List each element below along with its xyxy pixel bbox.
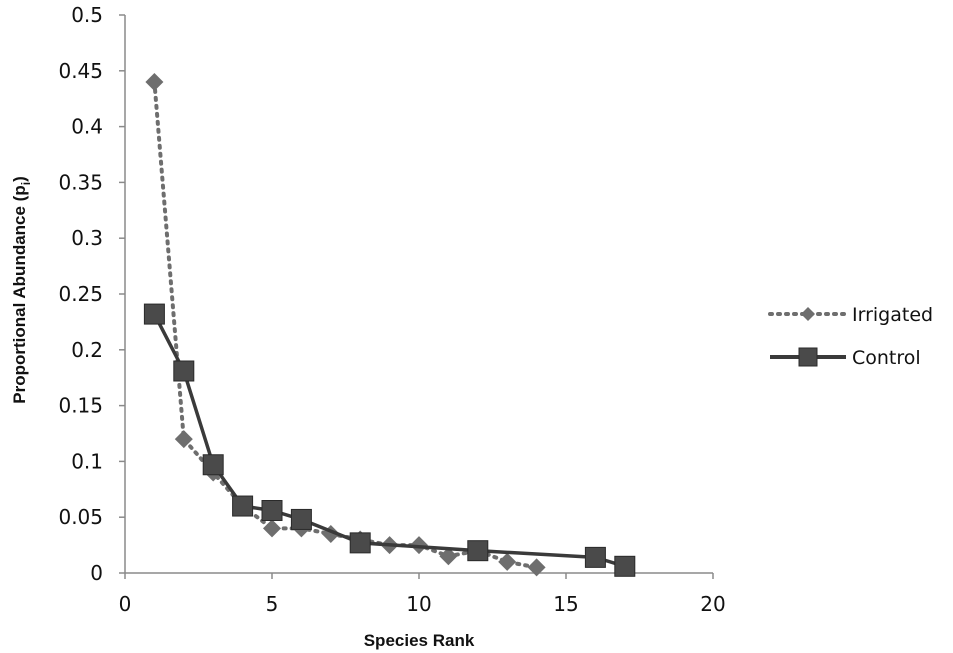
y-axis-title: Proportional Abundance (pi) [10, 176, 33, 404]
series-control-line [152, 313, 626, 568]
y-tick-label: 0.35 [58, 170, 103, 194]
control-point [584, 546, 606, 568]
legend: Irrigated Control [768, 304, 933, 369]
legend-control-label: Control [852, 347, 921, 369]
x-ticks: 0 5 10 15 20 [119, 573, 726, 616]
control-point [614, 555, 636, 577]
irrigated-point [439, 547, 458, 566]
irrigated-point [174, 430, 193, 449]
series-control [143, 303, 636, 577]
series-irrigated [145, 72, 546, 577]
x-axis-title: Species Rank [364, 631, 475, 650]
y-tick-label: 0.25 [58, 282, 103, 306]
control-point [202, 454, 224, 476]
axes [124, 15, 713, 574]
control-point [467, 540, 489, 562]
y-tick-label: 0 [90, 561, 103, 585]
irrigated-point [145, 72, 164, 91]
y-tick-label: 0.45 [58, 59, 103, 83]
control-point [290, 508, 312, 530]
y-tick-label: 0.15 [58, 394, 103, 418]
x-tick-label: 5 [266, 592, 279, 616]
x-tick-label: 0 [119, 592, 132, 616]
x-tick-label: 20 [700, 592, 725, 616]
series-irrigated-line [152, 79, 539, 570]
legend-control-square-icon [798, 347, 818, 367]
legend-item-control: Control [770, 347, 921, 369]
irrigated-point [498, 552, 517, 571]
control-point [261, 500, 283, 522]
legend-item-irrigated: Irrigated [768, 304, 933, 326]
legend-irrigated-label: Irrigated [852, 304, 933, 326]
x-tick-label: 10 [406, 592, 431, 616]
y-tick-label: 0.05 [58, 505, 103, 529]
control-point [143, 303, 165, 325]
control-point [173, 360, 195, 382]
irrigated-point [527, 558, 546, 577]
y-tick-label: 0.1 [71, 449, 103, 473]
control-point [349, 532, 371, 554]
y-axis-title-subscript: i [19, 182, 33, 185]
y-ticks: 0 0.05 0.1 0.15 0.2 0.25 0.3 0.35 0.4 0.45 0.5 [58, 3, 125, 585]
y-tick-label: 0.4 [71, 115, 103, 139]
y-tick-label: 0.2 [71, 338, 103, 362]
x-tick-label: 15 [553, 592, 578, 616]
y-tick-label: 0.5 [71, 3, 103, 27]
y-axis-title-main: Proportional Abundance (p [10, 185, 29, 403]
legend-irrigated-diamond-icon [801, 307, 815, 321]
y-axis-title-close: ) [10, 176, 29, 182]
control-point [232, 495, 254, 517]
series-layer [143, 72, 636, 577]
irrigated-point [263, 519, 281, 538]
y-tick-label: 0.3 [71, 226, 103, 250]
